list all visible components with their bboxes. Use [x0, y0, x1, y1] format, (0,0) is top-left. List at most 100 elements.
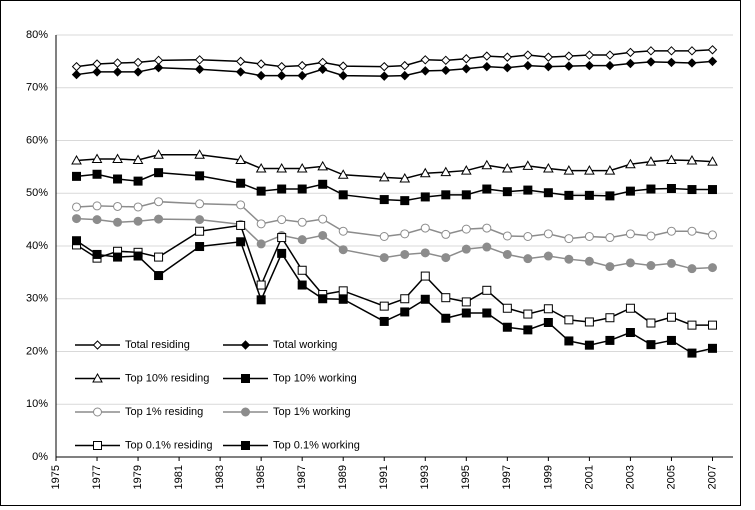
- point: [646, 184, 656, 194]
- point: [625, 47, 636, 58]
- point: [482, 184, 492, 194]
- x-tick-label: 1989: [337, 465, 349, 489]
- point: [400, 229, 410, 239]
- point: [91, 153, 103, 163]
- point: [276, 162, 288, 173]
- point: [564, 190, 574, 200]
- point: [584, 317, 594, 327]
- point: [132, 154, 144, 165]
- x-tick-label: 1977: [91, 465, 103, 489]
- point: [543, 229, 553, 239]
- point: [235, 154, 246, 165]
- point: [236, 178, 246, 188]
- point: [420, 66, 430, 76]
- chart-frame: [0, 0, 741, 506]
- point: [338, 190, 348, 200]
- x-tick-label: 1981: [173, 465, 185, 489]
- point: [584, 256, 594, 266]
- point: [338, 294, 348, 304]
- point: [153, 62, 164, 73]
- point: [256, 70, 266, 81]
- point: [625, 303, 635, 313]
- x-tick-label: 1995: [460, 465, 472, 489]
- legend-label: Total residing: [125, 339, 190, 351]
- x-tick-label: 1993: [419, 465, 431, 489]
- point: [687, 46, 697, 56]
- point: [625, 229, 635, 239]
- point: [646, 57, 656, 67]
- point: [256, 186, 266, 196]
- point: [646, 231, 656, 241]
- point: [686, 155, 698, 165]
- x-tick-label: 1983: [214, 465, 226, 489]
- point: [194, 149, 205, 159]
- point: [338, 70, 348, 81]
- point: [195, 171, 205, 181]
- point: [72, 171, 82, 181]
- y-tick-label: 80%: [26, 29, 48, 41]
- legend-label: Top 1% working: [273, 406, 351, 418]
- point: [297, 60, 307, 71]
- point: [646, 46, 656, 56]
- point: [297, 70, 307, 81]
- point: [235, 56, 246, 67]
- point: [625, 158, 636, 169]
- point: [276, 61, 287, 72]
- point: [296, 162, 308, 173]
- point: [154, 252, 164, 262]
- point: [687, 264, 697, 274]
- point: [317, 64, 328, 74]
- point: [256, 239, 266, 249]
- point: [687, 185, 697, 195]
- point: [154, 197, 164, 207]
- point: [256, 219, 266, 229]
- y-tick-label: 20%: [26, 345, 48, 357]
- y-tick-label: 0%: [32, 451, 48, 463]
- legend-label: Top 0.1% residing: [125, 439, 212, 451]
- point: [400, 249, 410, 259]
- x-tick-label: 2003: [624, 465, 636, 489]
- point: [461, 224, 471, 234]
- point: [645, 156, 657, 166]
- point: [92, 215, 102, 225]
- point: [317, 160, 329, 171]
- y-tick-label: 40%: [26, 240, 48, 252]
- point: [584, 232, 594, 242]
- point: [564, 315, 574, 325]
- point: [666, 226, 676, 236]
- point: [564, 51, 574, 61]
- legend-marker: [92, 372, 103, 383]
- point: [256, 59, 266, 69]
- point: [133, 202, 143, 212]
- point: [502, 303, 512, 313]
- x-tick-label: 1997: [501, 465, 513, 489]
- point: [707, 320, 717, 330]
- point: [338, 61, 348, 71]
- point: [461, 244, 471, 254]
- point: [338, 286, 348, 296]
- point: [113, 201, 123, 211]
- point: [420, 294, 430, 304]
- point: [502, 62, 513, 73]
- point: [707, 156, 718, 166]
- point: [318, 179, 328, 189]
- point: [523, 60, 533, 71]
- point: [419, 167, 431, 178]
- point: [543, 317, 553, 327]
- point: [502, 187, 512, 197]
- point: [133, 251, 143, 261]
- point: [133, 176, 143, 186]
- point: [707, 263, 717, 273]
- point: [379, 61, 389, 72]
- point: [133, 67, 143, 77]
- point: [523, 50, 533, 60]
- point: [460, 165, 472, 175]
- point: [584, 165, 595, 175]
- point: [482, 61, 492, 72]
- point: [379, 195, 389, 205]
- point: [564, 234, 574, 244]
- point: [399, 172, 411, 183]
- point: [605, 50, 615, 60]
- point: [400, 307, 410, 317]
